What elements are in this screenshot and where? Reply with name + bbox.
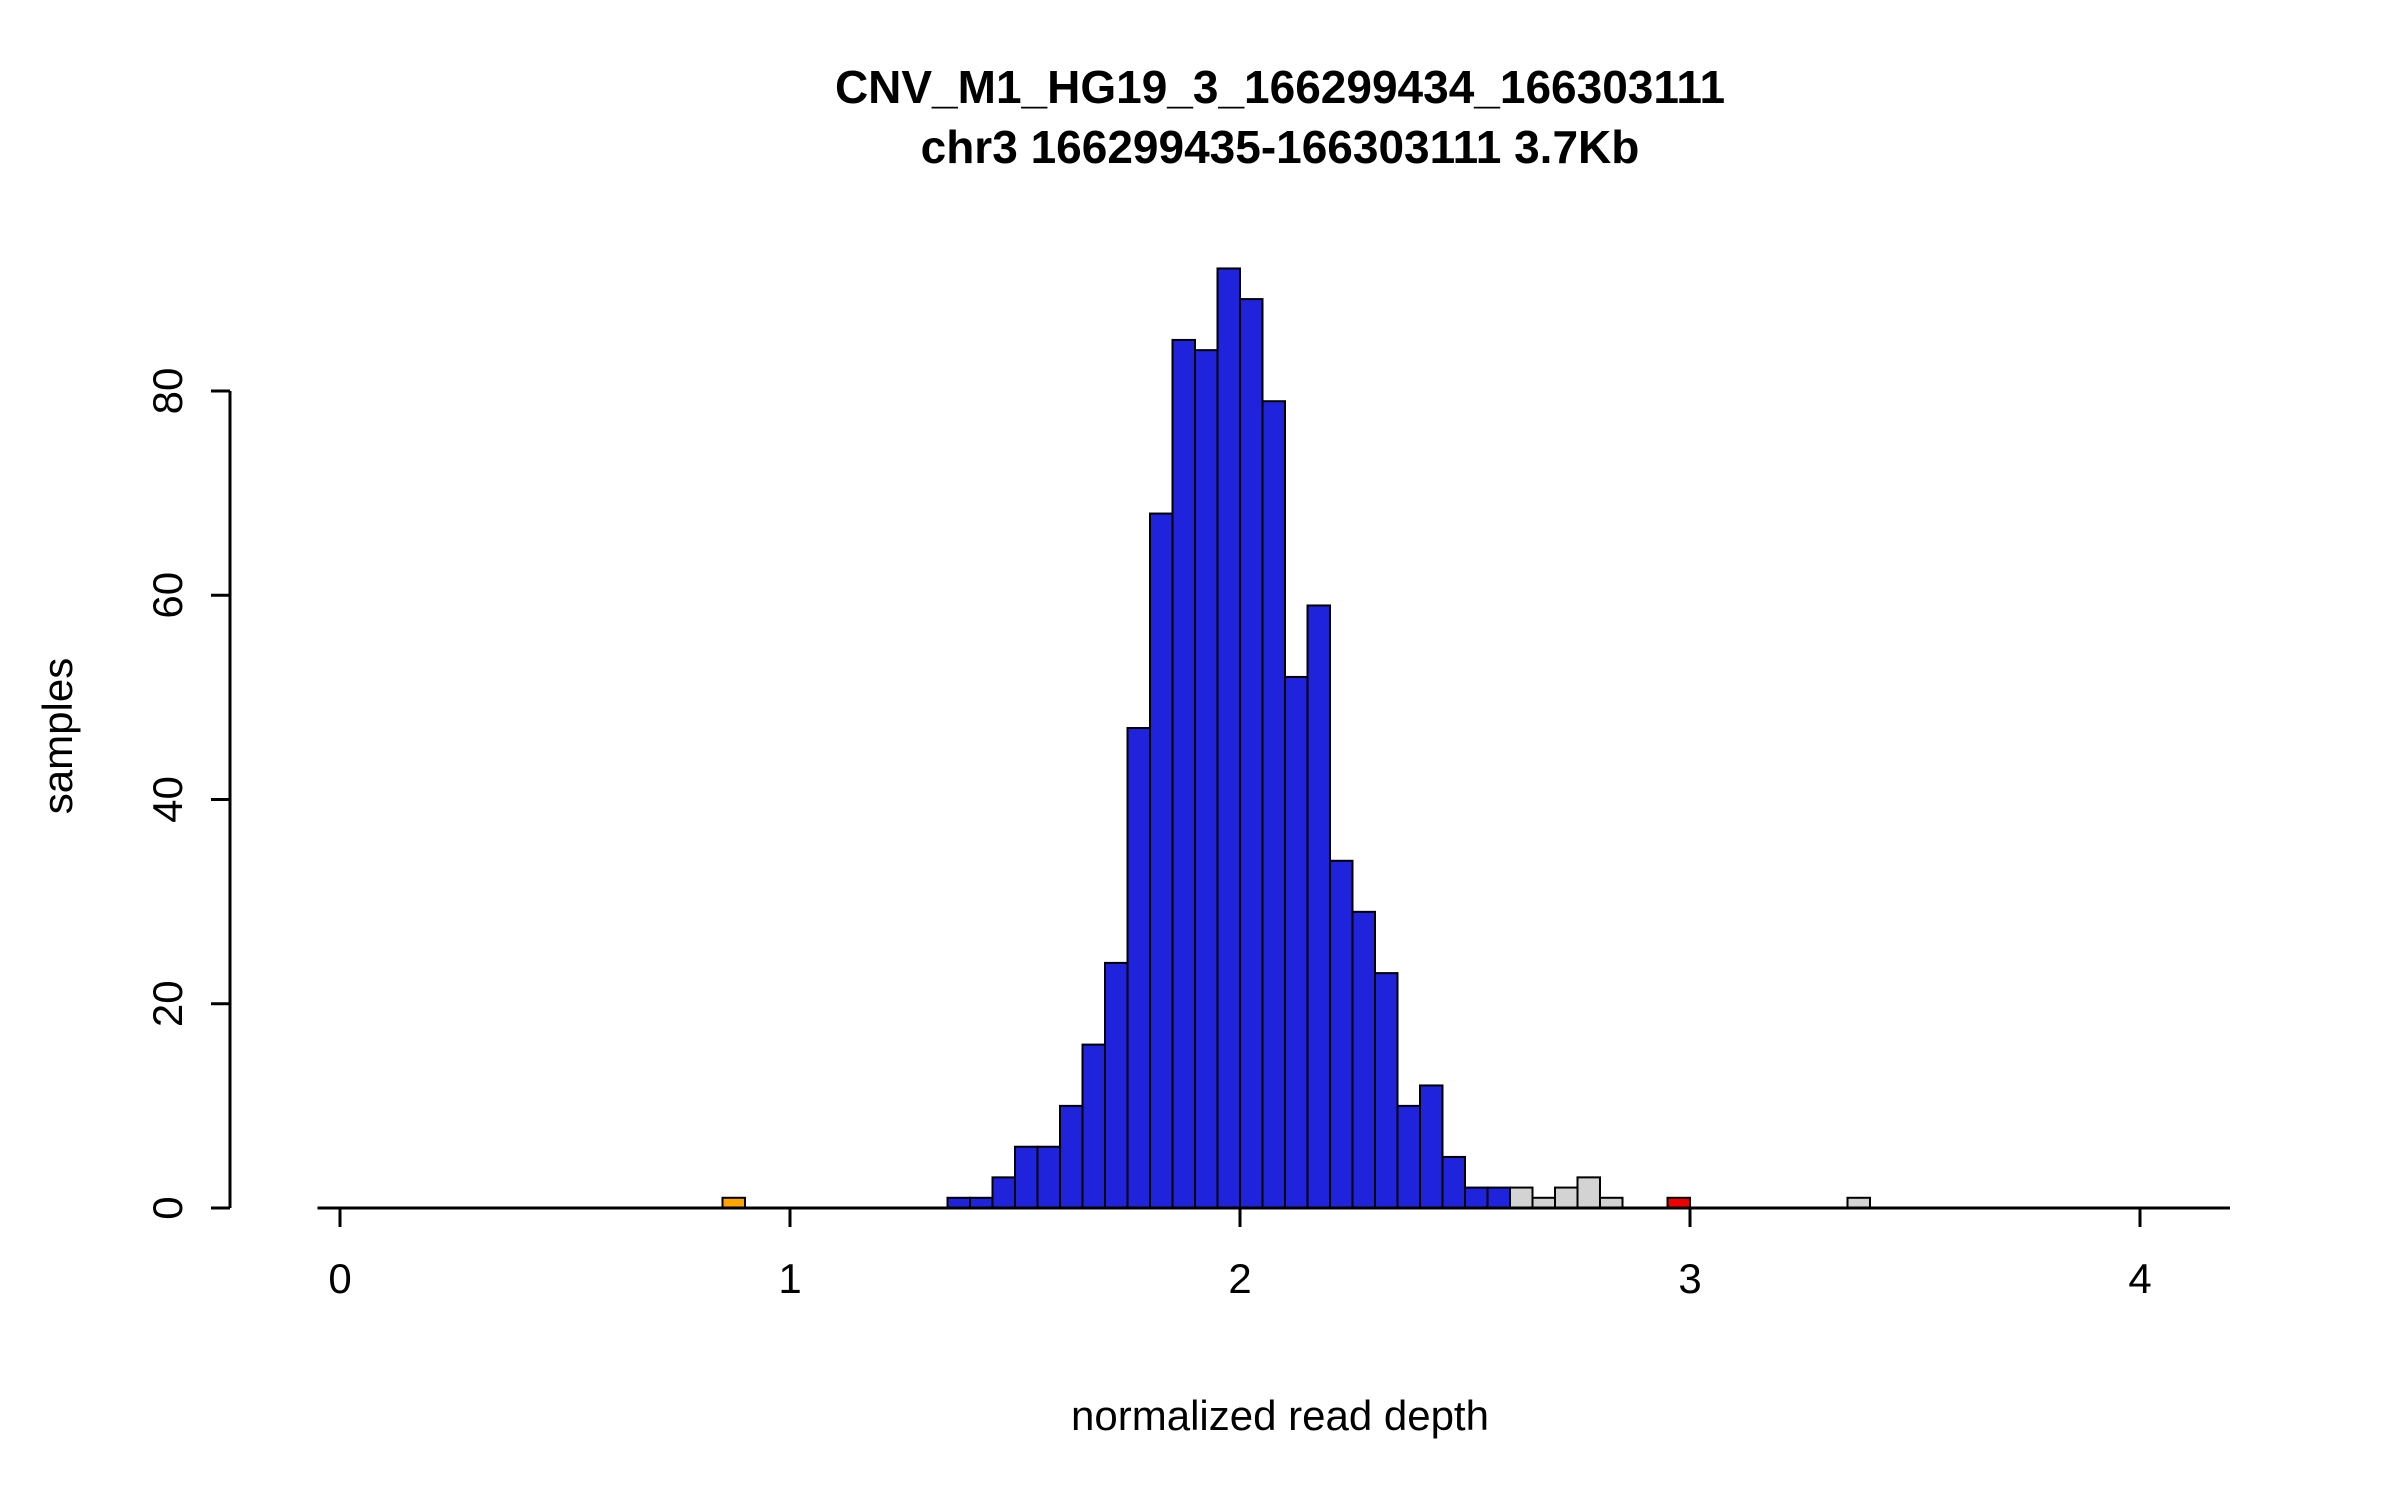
histogram-bar xyxy=(1351,910,1376,1210)
histogram-bar xyxy=(721,1196,746,1209)
y-tick-label: 40 xyxy=(144,776,191,823)
histogram-bar xyxy=(1014,1145,1039,1209)
x-tick-label: 4 xyxy=(2128,1255,2151,1302)
histogram-bar xyxy=(991,1176,1016,1210)
histogram-bar xyxy=(1194,349,1219,1209)
y-tick-label: 60 xyxy=(144,572,191,619)
histogram-bar xyxy=(1239,298,1264,1209)
histogram-bar xyxy=(1036,1145,1061,1209)
chart-title-line1: CNV_M1_HG19_3_166299434_166303111 xyxy=(834,61,1726,113)
x-tick-label: 3 xyxy=(1678,1255,1701,1302)
histogram-bar xyxy=(1599,1196,1624,1209)
histogram-bar xyxy=(1419,1084,1444,1209)
x-tick-label: 2 xyxy=(1228,1255,1251,1302)
histogram-bar xyxy=(1846,1196,1871,1209)
histogram-bar xyxy=(1374,972,1399,1209)
histogram-bar xyxy=(1081,1043,1106,1209)
y-tick-label: 80 xyxy=(144,368,191,415)
chart-title: CNV_M1_HG19_3_166299434_166303111 chr3 1… xyxy=(160,58,2400,178)
histogram-bar xyxy=(1554,1186,1579,1209)
histogram-bar xyxy=(1126,727,1151,1209)
histogram-bar xyxy=(1261,400,1286,1209)
histogram-bar xyxy=(1284,675,1309,1209)
y-tick-label: 20 xyxy=(144,980,191,1027)
histogram-bar xyxy=(1149,512,1174,1209)
histogram-bar xyxy=(1104,961,1129,1210)
histogram-bar xyxy=(1059,1104,1084,1209)
histogram-bar xyxy=(1531,1196,1556,1209)
x-tick-label: 0 xyxy=(328,1255,351,1302)
histogram-bar xyxy=(1216,267,1241,1209)
x-axis-label: normalized read depth xyxy=(1071,1392,1489,1439)
y-tick-label: 0 xyxy=(144,1196,191,1219)
y-axis-label: samples xyxy=(34,657,81,815)
chart-title-line2: chr3 166299435-166303111 3.7Kb xyxy=(920,120,1640,173)
histogram-bar xyxy=(1396,1104,1421,1209)
histogram-bar xyxy=(1171,338,1196,1209)
histogram-bar xyxy=(1576,1176,1601,1210)
histogram-bar xyxy=(1509,1186,1534,1209)
histogram-bar xyxy=(1329,859,1354,1210)
histogram-bar xyxy=(1486,1186,1511,1209)
x-tick-label: 1 xyxy=(778,1255,801,1302)
histogram-bar xyxy=(1666,1196,1691,1209)
histogram-bar xyxy=(969,1196,994,1209)
histogram-bar xyxy=(946,1196,971,1209)
histogram-bar xyxy=(1441,1155,1466,1209)
histogram-bar xyxy=(1464,1186,1489,1209)
histogram-bar xyxy=(1306,604,1331,1209)
